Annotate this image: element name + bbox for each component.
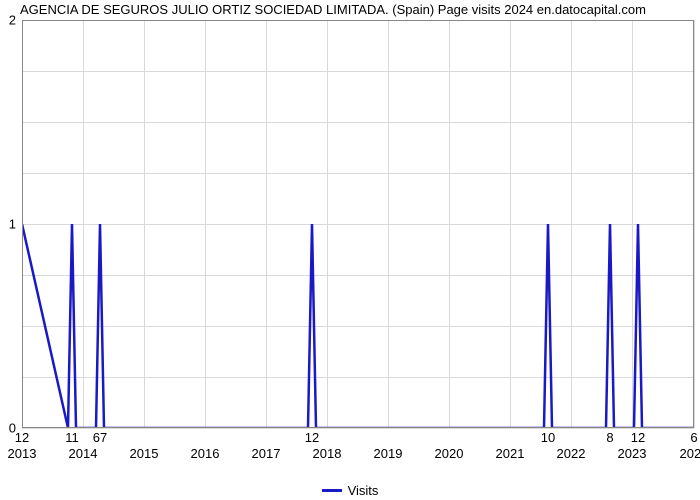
x-year-label: 2023: [618, 446, 647, 461]
x-year-label: 2013: [8, 446, 37, 461]
x-year-label: 2024: [680, 446, 700, 461]
x-year-label: 2015: [130, 446, 159, 461]
chart-container: { "chart": { "type": "line", "title": "A…: [0, 0, 700, 500]
x-year-label: 2014: [69, 446, 98, 461]
x-year-label: 2016: [191, 446, 220, 461]
x-value-label: 12: [305, 430, 319, 445]
line-series: [22, 20, 694, 428]
x-value-label: 6: [690, 430, 697, 445]
x-year-label: 2021: [496, 446, 525, 461]
x-value-label: 67: [93, 430, 107, 445]
x-value-label: 10: [541, 430, 555, 445]
x-year-label: 2017: [252, 446, 281, 461]
x-year-label: 2018: [313, 446, 342, 461]
plot-area: 012 201320142015201620172018201920202021…: [22, 20, 694, 428]
chart-title: AGENCIA DE SEGUROS JULIO ORTIZ SOCIEDAD …: [20, 2, 696, 17]
x-value-label: 12: [15, 430, 29, 445]
legend-swatch: [322, 489, 342, 492]
x-value-label: 8: [606, 430, 613, 445]
x-year-label: 2020: [435, 446, 464, 461]
x-value-label: 12: [631, 430, 645, 445]
legend-label: Visits: [348, 483, 379, 498]
y-tick-label: 1: [9, 217, 22, 232]
x-value-label: 11: [65, 430, 79, 445]
y-tick-label: 2: [9, 13, 22, 28]
legend: Visits: [0, 483, 700, 498]
x-year-label: 2022: [557, 446, 586, 461]
x-year-label: 2019: [374, 446, 403, 461]
